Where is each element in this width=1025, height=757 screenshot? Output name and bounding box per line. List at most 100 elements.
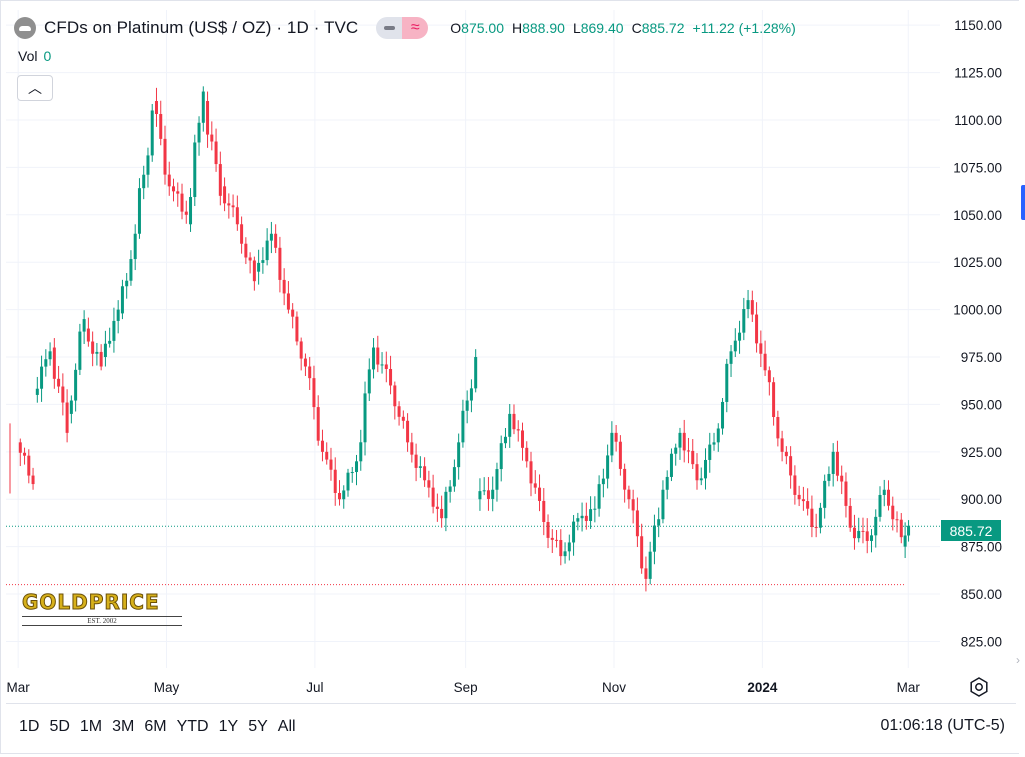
range-1y-button[interactable]: 1Y [218,718,239,735]
candle-body [665,476,669,490]
side-panel-tab[interactable] [1021,185,1025,220]
candle-body [142,174,146,189]
candle-body [567,542,571,552]
candle-body [907,525,911,536]
candle [235,195,239,231]
candle-body [448,486,452,492]
wave-icon[interactable]: ≈ [402,17,429,39]
indicator-pills[interactable]: ≈ [376,17,429,39]
candle-body [691,450,695,465]
candle-body [218,164,222,196]
candle-body [350,472,354,474]
candle [240,216,244,254]
candle [376,335,380,373]
watermark-est: EST. 2002 [22,616,182,626]
candle [686,437,690,464]
candle-body [682,432,686,451]
candle [823,474,827,519]
volume-indicator[interactable]: Vol 0 [18,48,51,64]
range-ytd-button[interactable]: YTD [176,718,209,735]
candle-body [282,279,286,294]
candle [418,456,422,478]
price-tick-label: 850.00 [961,587,1002,602]
candle [750,290,754,322]
candle-body [31,475,35,485]
candle-body [742,308,746,333]
candle-body [623,468,627,490]
candle-body [887,489,891,506]
candle-body [48,351,52,360]
candle-body [133,233,137,260]
candle [567,534,571,561]
candle [469,379,473,413]
candle [491,476,495,512]
candle [346,468,350,497]
minimize-icon[interactable] [376,17,403,39]
candle [35,376,39,403]
candle-body [580,515,584,519]
candle-body [337,492,341,500]
candle-body [99,351,103,367]
candle [831,443,835,487]
candle-body [725,363,729,402]
range-6m-button[interactable]: 6M [144,718,167,735]
candle-body [461,410,465,443]
candle-body [159,114,163,139]
candle-body [108,340,112,344]
range-all-button[interactable]: All [277,718,296,735]
candle-body [525,447,529,462]
symbol-title[interactable]: CFDs on Platinum (US$ / OZ) · 1D · TVC [44,18,359,37]
candle-body [393,385,397,407]
candle-body [789,456,793,476]
candle-body [601,478,605,485]
candle-body [112,320,116,341]
candle [231,194,235,218]
candle-body [325,451,329,460]
range-1d-button[interactable]: 1D [19,718,40,735]
candle [69,395,73,424]
candle [503,428,507,449]
candle [763,340,767,376]
chart-header: CFDs on Platinum (US$ / OZ) · 1D · TVC ≈… [14,14,796,42]
candle [120,279,124,320]
candle-body [848,505,852,528]
candle-body [618,441,622,469]
high-value: 888.90 [522,20,565,36]
candle-body [57,378,61,387]
collapse-button[interactable]: ︿ [17,75,53,101]
candle [474,349,478,393]
candle-body [23,452,27,456]
settings-icon[interactable] [968,676,990,698]
expand-arrow-icon[interactable]: › [1016,653,1020,667]
timezone-clock[interactable]: 01:06:18 (UTC-5) [880,717,1006,734]
candle [423,457,427,487]
candle-body [810,508,814,528]
candle [384,351,388,383]
candle-body [699,478,703,481]
candle-body [614,432,618,442]
low-value: 869.40 [580,20,624,36]
range-1m-button[interactable]: 1M [79,718,103,735]
candle-body [746,300,750,309]
candle-body [329,459,333,470]
candle [640,523,644,574]
candle-body [167,174,171,187]
range-3m-button[interactable]: 3M [112,718,135,735]
change-value: +11.22 (+1.28%) [692,20,796,36]
range-5d-button[interactable]: 5D [49,718,70,735]
candle [427,470,431,498]
range-5y-button[interactable]: 5Y [248,718,268,735]
candle-body [499,443,503,470]
candle [286,281,290,314]
candle-body [563,551,567,557]
candle [852,514,856,550]
close-label: C [631,20,642,36]
candle-body [661,489,665,520]
candle [406,413,410,452]
candle [708,432,712,473]
candle-body [320,440,324,452]
candle-body [397,406,401,417]
candle-body [44,359,48,367]
candle-body [346,472,350,491]
